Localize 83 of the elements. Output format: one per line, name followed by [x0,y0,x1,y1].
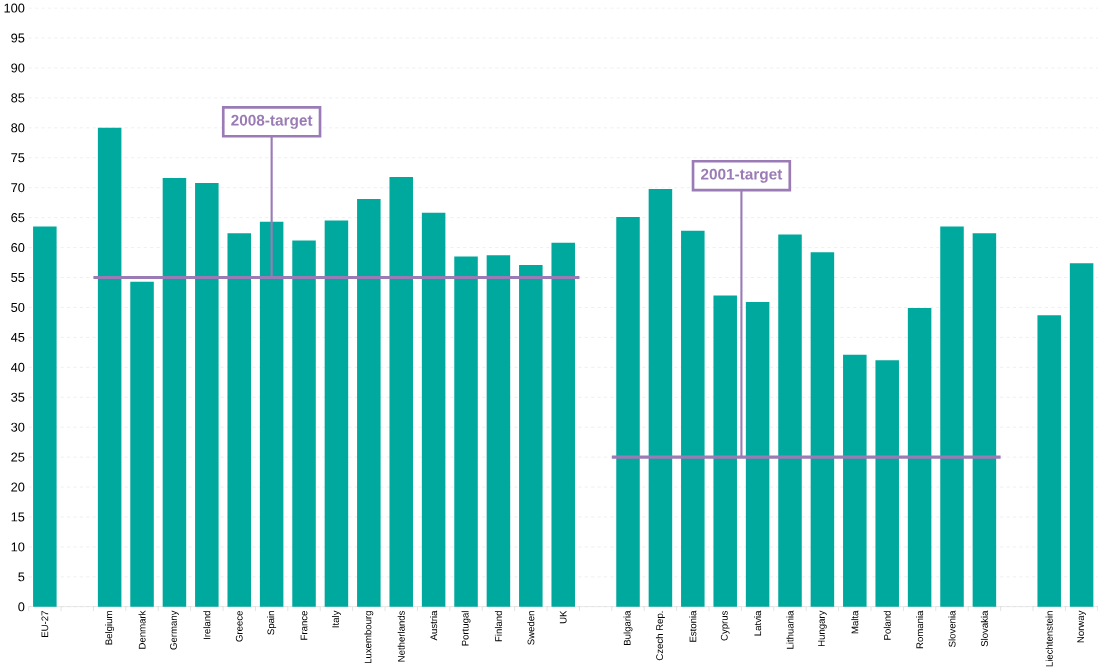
bar [810,252,835,607]
x-tick-label: UK [559,610,567,624]
bar [648,189,673,607]
y-tick-label: 15 [11,512,25,522]
bar [875,360,899,607]
bar [33,226,57,607]
x-tick-label: France [300,611,308,640]
bar [259,222,284,607]
x-tick-label: Lithuania [786,610,794,649]
x-tick-label: Denmark [138,610,146,649]
y-tick-label: 60 [11,243,25,253]
x-tick-label: Poland [883,611,891,640]
y-tick-label: 25 [11,452,25,462]
x-tick-label: Czech Rep. [655,611,665,661]
x-tick-label: Estonia [689,610,697,642]
y-tick-label: 80 [11,123,25,133]
x-tick-label: Romania [916,610,924,649]
bar [486,255,511,607]
y-tick-label: 90 [11,63,25,73]
y-tick-label: 50 [11,303,25,313]
bar [97,128,122,607]
bar [1069,263,1094,607]
bar [972,233,997,607]
y-tick-label: 75 [11,153,25,163]
y-tick-label: 95 [11,33,25,43]
y-tick-label: 65 [11,213,25,223]
x-tick-label: Slovenia [948,610,956,648]
x-tick-label: Austria [430,610,438,641]
y-tick-label: 20 [11,482,25,492]
y-tick-label: 55 [11,273,25,283]
bar [616,217,640,607]
bar [389,177,413,607]
bar [681,230,705,607]
x-tick-label: Finland [494,611,502,642]
x-tick-label: Malta [851,610,859,634]
bar [551,242,575,607]
x-tick-label: Germany [170,610,179,650]
y-tick-label: 0 [18,602,25,612]
y-tick-label: 5 [18,572,25,582]
bar [713,295,737,607]
y-tick-label: 100 [4,3,25,13]
bar [227,233,251,607]
x-tick-label: Greece [235,611,243,642]
x-tick-label: Luxembourg [364,611,374,664]
y-tick-label: 85 [11,93,25,103]
y-tick-label: 45 [10,333,25,343]
bar [940,226,964,607]
x-tick-label: Cyprus [720,611,730,641]
x-tick-label: Belgium [105,611,115,645]
x-tick-label: Italy [331,610,341,628]
ref-line-label: 2001-target [701,168,783,183]
x-tick-label: Ireland [203,611,211,640]
x-tick-label: Slovakia [980,610,988,647]
x-tick-label: Liechtenstein [1045,611,1053,667]
bar [745,302,770,607]
bar [519,265,543,607]
y-tick-label: 70 [11,183,25,193]
x-tick-label: Norway [1077,610,1086,643]
x-tick-label: Hungary [818,610,827,647]
x-tick-label: Spain [267,611,277,635]
bar [907,308,932,607]
x-tick-label: Bulgaria [623,610,633,646]
bar [292,240,316,607]
bar [130,281,154,607]
y-tick-label: 10 [11,542,25,552]
x-tick-label: EU-27 [41,611,49,638]
y-tick-label: 30 [11,422,25,432]
x-tick-label: Netherlands [397,611,405,662]
bar [162,178,187,607]
bar [324,220,349,607]
y-tick-label: 40 [10,362,25,373]
bar [357,199,381,607]
ref-line-label: 2008-target [231,115,313,130]
x-tick-label: Portugal [461,611,471,646]
bar [843,354,867,607]
y-tick-label: 35 [11,392,25,402]
x-tick-label: Sweden [527,611,535,645]
bar [454,256,478,607]
bar [1037,315,1061,607]
bar [421,213,446,607]
bar [778,234,802,607]
bar [195,183,219,607]
x-tick-label: Latvia [754,610,762,636]
